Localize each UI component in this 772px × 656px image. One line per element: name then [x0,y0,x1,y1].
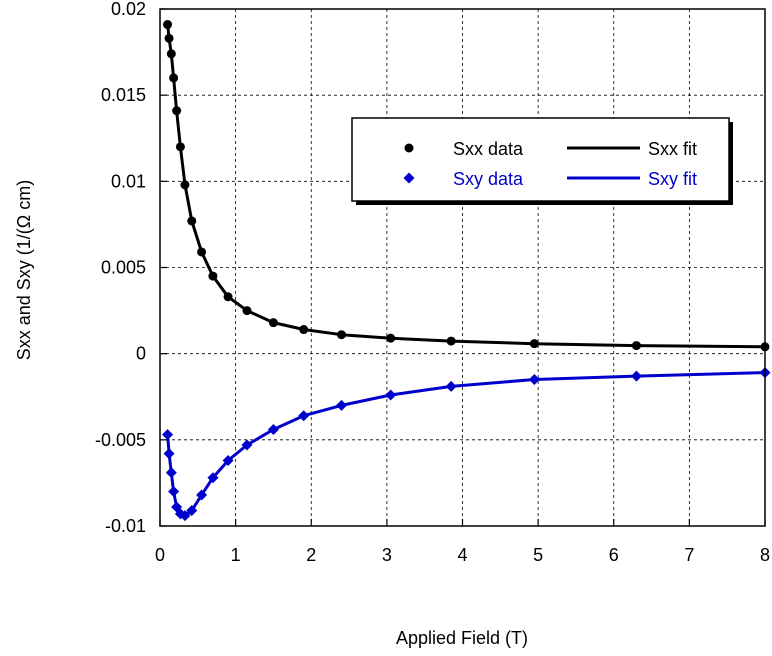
data-point-diamond [165,467,177,479]
data-point-circle [197,247,207,257]
data-point-diamond [528,374,540,386]
x-tick-label: 5 [533,545,543,565]
y-tick-label: 0.01 [111,171,146,191]
data-point-circle [268,318,278,328]
data-point-circle [337,330,346,340]
y-axis-title: Sxx and Sxy (1/(Ω cm) [14,180,34,361]
y-tick-label: 0.015 [101,85,146,105]
x-tick-label: 2 [306,545,316,565]
data-point-circle [208,271,218,281]
data-point-diamond [267,423,279,435]
data-point-diamond [241,439,253,451]
legend-label: Sxx data [453,139,524,159]
data-markers [162,20,771,522]
x-tick-label: 6 [609,545,619,565]
data-point-diamond [168,486,180,498]
data-point-circle [180,180,190,190]
legend-box [351,117,730,202]
y-tick-label: -0.01 [105,516,146,536]
data-point-circle [166,49,176,59]
data-point-circle [223,292,233,302]
data-point-diamond [207,472,219,484]
x-tick-label: 4 [457,545,467,565]
x-tick-label: 0 [155,545,165,565]
y-tick-label: 0.005 [101,258,146,278]
y-tick-label: 0 [136,344,146,364]
data-point-circle [446,336,456,346]
data-point-diamond [630,370,642,382]
data-point-circle [631,341,641,351]
data-point-diamond [385,389,397,401]
data-point-circle [175,142,185,152]
data-point-circle [187,216,197,226]
y-tick-label: -0.005 [95,430,146,450]
legend-label: Sxy data [453,169,524,189]
fit-lines [166,24,766,518]
data-point-diamond [163,448,175,460]
y-tick-label: 0.02 [111,0,146,19]
legend-label: Sxx fit [648,139,697,159]
data-point-diamond [222,455,234,467]
x-tick-label: 3 [382,545,392,565]
data-point-diamond [179,510,191,522]
legend-label: Sxy fit [648,169,697,189]
data-point-circle [299,325,309,335]
x-axis-title: Applied Field (T) [396,628,528,648]
series-line-3 [166,371,766,518]
data-point-circle [242,306,252,316]
x-tick-label: 1 [231,545,241,565]
data-point-circle [163,20,173,30]
x-tick-label: 8 [760,545,770,565]
legend: Sxx data Sxx fit Sxy data Sxy fit [351,117,733,205]
x-tick-labels: 0 1 2 3 4 5 6 7 8 [155,545,770,565]
y-tick-labels: -0.01 -0.005 0 0.005 0.01 0.015 0.02 [95,0,146,536]
legend-marker-circle [404,143,414,153]
data-point-diamond [196,489,208,501]
data-point-diamond [298,410,310,422]
legend-marker-diamond [403,172,415,184]
data-point-circle [529,339,539,349]
ticks [159,8,766,527]
data-point-diamond [186,504,198,516]
data-point-circle [386,333,396,343]
data-point-circle [172,106,182,116]
data-point-diamond [162,429,174,441]
x-tick-label: 7 [684,545,694,565]
series-line-1 [166,24,766,349]
grid [160,9,765,526]
data-point-diamond [336,399,347,411]
data-point-circle [164,33,174,43]
data-point-circle [169,73,179,83]
data-point-diamond [445,380,457,392]
